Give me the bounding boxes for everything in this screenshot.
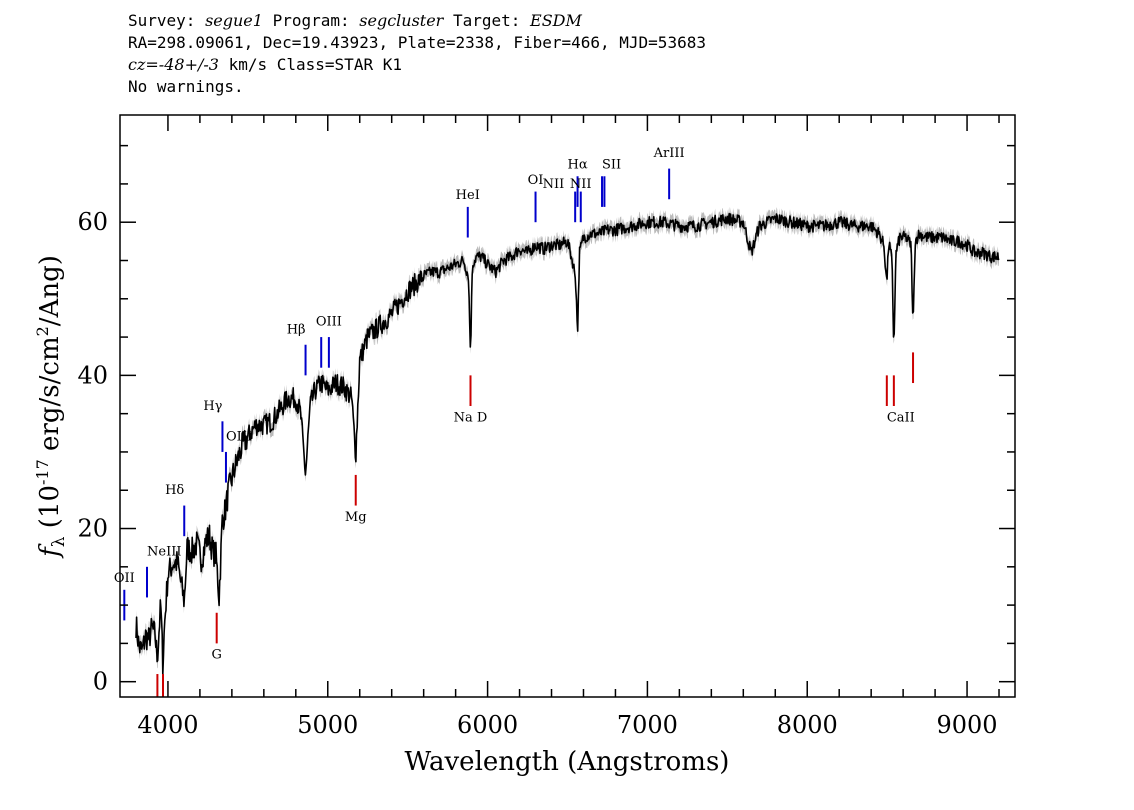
x-tick-label-6000: 6000 [457, 711, 518, 739]
x-tick-label-8000: 8000 [777, 711, 838, 739]
y-axis-label-exponent2: 2 [33, 326, 52, 336]
emission-line-label-0: OII [114, 571, 135, 586]
header-line-redshift: cz=-48+/-3 km/s Class=STAR K1 [128, 54, 1128, 76]
x-axis-label: Wavelength (Angstroms) [405, 747, 730, 777]
program-value: segcluster [359, 11, 444, 30]
cz-class-text: km/s Class=STAR K1 [218, 55, 402, 74]
y-axis-label-lambda: λ [49, 536, 69, 547]
absorption-line-label-3: Mg [345, 510, 367, 525]
x-tick-label-5000: 5000 [297, 711, 358, 739]
emission-line-label-13: SII [602, 158, 621, 173]
y-tick-label-20: 20 [77, 515, 108, 543]
y-axis-label: fλ (10-17 erg/s/cm2/Ang) [33, 255, 69, 559]
x-tick-label-7000: 7000 [617, 711, 678, 739]
y-axis-label-units: erg/s/cm [35, 336, 65, 459]
absorption-line-label-4: Na D [454, 410, 488, 425]
survey-label: Survey: [128, 11, 206, 30]
survey-value: segue1 [205, 11, 263, 30]
emission-line-label-8: HeI [456, 188, 480, 203]
spectrum-header: Survey: segue1 Program: segcluster Targe… [128, 10, 1128, 98]
emission-line-label-5: Hβ [287, 322, 306, 337]
target-value: ESDM [530, 11, 582, 30]
y-tick-label-60: 60 [77, 208, 108, 236]
emission-line-label-12: NII [570, 177, 592, 192]
header-line-coordinates: RA=298.09061, Dec=19.43923, Plate=2338, … [128, 33, 706, 52]
emission-line-label-1: NeIII [147, 544, 181, 559]
spectrum-error-band [136, 206, 999, 682]
y-axis-label-exponent: -17 [33, 459, 52, 485]
emission-line-label-2: Hδ [165, 483, 184, 498]
cz-label: cz= [128, 55, 159, 74]
emission-line-label-9: OI [528, 173, 544, 188]
y-tick-label-40: 40 [77, 361, 108, 389]
emission-line-label-11: Hα [568, 158, 588, 173]
target-label: Target: [443, 11, 531, 30]
emission-line-label-4: OIII [226, 429, 252, 444]
header-line-survey: Survey: segue1 Program: segcluster Targe… [128, 10, 1128, 32]
spectrum-line [135, 212, 1000, 676]
cz-value: -48+/-3 [158, 55, 219, 74]
x-tick-label-4000: 4000 [137, 711, 198, 739]
absorption-line-label-5: CaII [887, 410, 915, 425]
emission-line-label-15: ArIII [653, 146, 685, 161]
plot-frame [119, 114, 1016, 698]
program-label: Program: [262, 11, 360, 30]
x-tick-label-9000: 9000 [937, 711, 998, 739]
y-axis-label-end: /Ang) [35, 255, 65, 326]
emission-line-label-3: Hγ [203, 399, 222, 414]
absorption-line-label-2: G [211, 648, 221, 663]
emission-line-label-10: NII [543, 177, 565, 192]
header-line-warnings: No warnings. [128, 77, 244, 96]
emission-line-label-7: OIII [316, 315, 342, 330]
y-tick-label-0: 0 [93, 668, 108, 696]
y-axis-label-paren: (10 [35, 485, 65, 537]
